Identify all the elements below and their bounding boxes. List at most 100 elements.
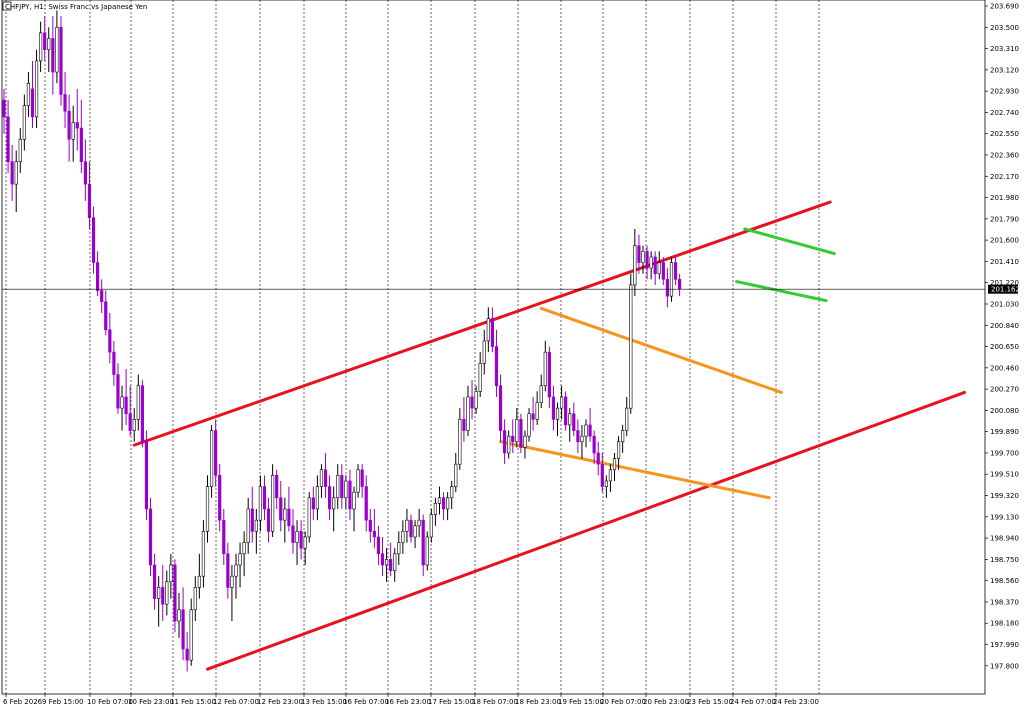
candle [209,424,214,498]
candle [246,497,250,554]
candle [454,452,458,493]
orange-trendline[interactable] [539,306,783,394]
candle [531,396,535,431]
candle [661,256,665,285]
candle [336,464,340,509]
candle-body [287,508,291,527]
y-tick-label: 201.030 [990,300,1019,308]
candle [283,497,287,543]
y-tick-label: 199.320 [990,492,1019,500]
candle [242,531,246,577]
candle-body [222,519,226,555]
candle [173,559,177,633]
candle-body [629,284,633,409]
candle [291,508,295,554]
candle [409,514,413,543]
y-tick-label: 202.170 [990,173,1019,181]
candle-layer [2,10,682,672]
candle [311,486,315,521]
x-tick-label: 13 Feb 15:00 [301,698,347,706]
candle-body [136,385,140,420]
candle [490,307,495,353]
candle [189,598,193,666]
y-tick-label: 198.940 [990,535,1019,543]
green-trendline[interactable] [735,280,828,303]
candle [185,632,189,672]
candle-body [649,256,653,269]
candle-body [132,419,136,431]
candle [100,279,104,313]
x-tick-label: 24 Feb 07:00 [730,698,776,706]
candle [612,452,617,481]
candle [96,251,100,297]
candle-body [14,161,18,185]
y-tick-label: 200.080 [990,407,1019,415]
candle [30,60,35,129]
x-tick-label: 23 Feb 15:00 [687,698,733,706]
candle-body [197,575,201,588]
candle-body [79,127,83,163]
candle [327,475,332,521]
candle-body [327,486,332,510]
plot-border [1,0,986,695]
candle-body [551,396,556,420]
candle [604,475,608,498]
candle-body [209,430,214,487]
candle [63,72,67,129]
candle [425,531,429,571]
candle-body [234,564,238,577]
y-tick-label: 198.560 [990,577,1019,585]
candle [637,234,641,274]
candle [254,508,258,554]
candle [380,536,385,577]
candle-body [527,413,531,437]
candle-body [39,32,43,62]
candle-body [555,407,560,420]
candle [165,570,169,616]
candle [238,542,242,588]
candle [26,72,31,117]
candle [303,531,307,565]
red-trendline[interactable] [132,200,832,447]
candle-body [291,525,295,543]
candle [441,492,446,521]
red-trendline[interactable] [206,390,967,671]
candle [222,508,226,565]
candle-body [592,435,596,454]
candle [116,363,120,414]
candle-body [478,363,482,392]
candle-body [576,430,580,443]
candle [433,497,438,526]
candle [621,424,625,453]
candle-body [523,435,527,448]
candle-body [409,519,413,538]
candle [112,340,116,386]
x-tick-label: 24 Feb 23:00 [773,698,819,706]
candle-body [246,508,250,543]
green-trendline[interactable] [743,227,836,256]
candle-body [637,245,641,263]
candle-body [588,424,592,437]
orange-trendline[interactable] [499,440,771,500]
candle-body [307,497,311,538]
candle [104,290,108,336]
x-tick-label: 16 Feb 23:00 [385,698,431,706]
candle-body [67,110,71,140]
candle-body [503,430,507,454]
candle-body [421,519,425,566]
candle [555,402,560,437]
candle-body [22,105,26,140]
candle [515,408,519,448]
candle-body [441,497,446,510]
candle-body [238,553,242,566]
candle-body [214,430,218,476]
candle [633,228,637,297]
y-tick-label: 199.510 [990,471,1019,479]
candle [214,419,218,487]
candle [299,520,303,560]
candle [43,16,47,61]
candle [218,464,222,532]
